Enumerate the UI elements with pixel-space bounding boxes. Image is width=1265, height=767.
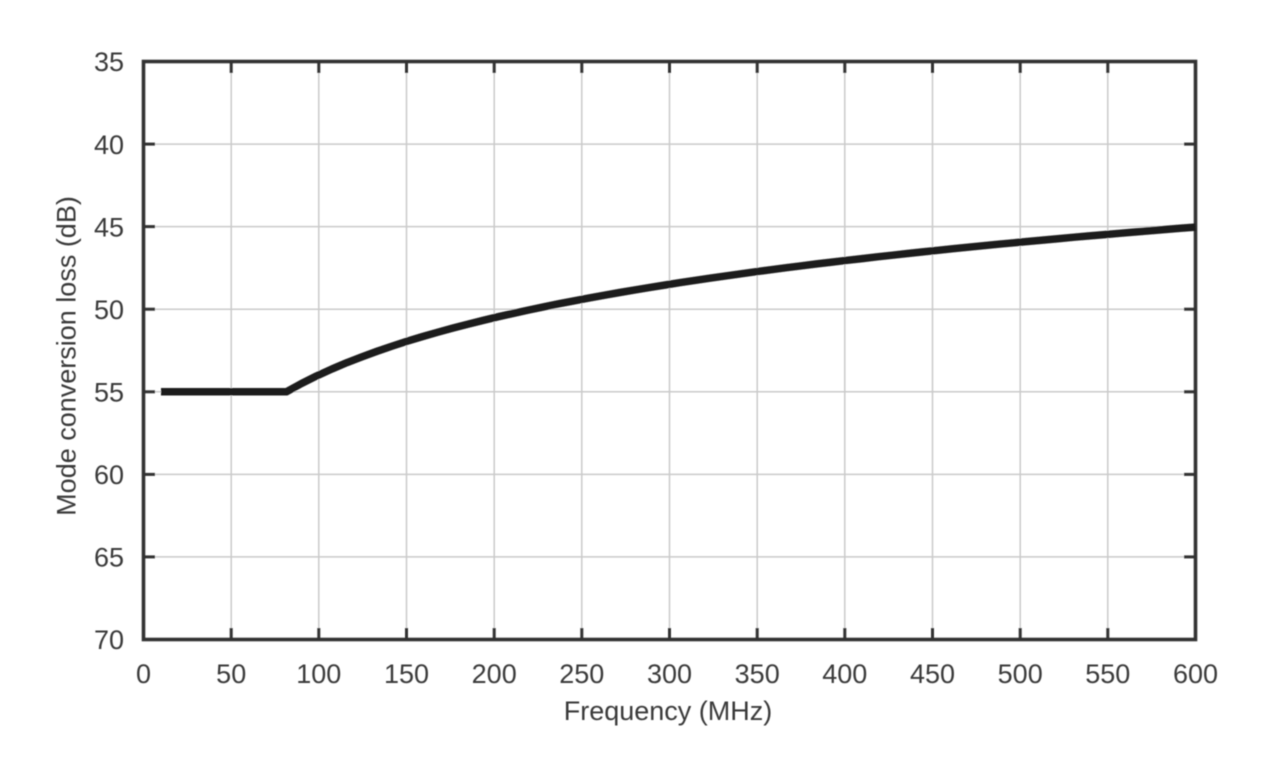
svg-text:350: 350 — [735, 659, 780, 689]
svg-text:550: 550 — [1085, 659, 1130, 689]
svg-text:65: 65 — [94, 543, 124, 573]
svg-text:250: 250 — [559, 659, 604, 689]
svg-text:200: 200 — [472, 659, 517, 689]
svg-text:50: 50 — [216, 659, 246, 689]
svg-text:70: 70 — [94, 625, 124, 655]
svg-text:400: 400 — [822, 659, 867, 689]
svg-text:55: 55 — [94, 378, 124, 408]
svg-text:450: 450 — [910, 659, 955, 689]
svg-text:Mode conversion loss (dB): Mode conversion loss (dB) — [52, 196, 82, 516]
svg-text:35: 35 — [94, 47, 124, 77]
svg-text:50: 50 — [94, 295, 124, 325]
svg-text:Frequency (MHz): Frequency (MHz) — [564, 696, 773, 726]
svg-text:40: 40 — [94, 130, 124, 160]
svg-text:600: 600 — [1173, 659, 1218, 689]
svg-text:500: 500 — [998, 659, 1043, 689]
svg-text:60: 60 — [94, 460, 124, 490]
svg-text:100: 100 — [296, 659, 341, 689]
svg-text:0: 0 — [136, 659, 151, 689]
svg-text:300: 300 — [647, 659, 692, 689]
svg-text:150: 150 — [384, 659, 429, 689]
svg-text:45: 45 — [94, 212, 124, 242]
